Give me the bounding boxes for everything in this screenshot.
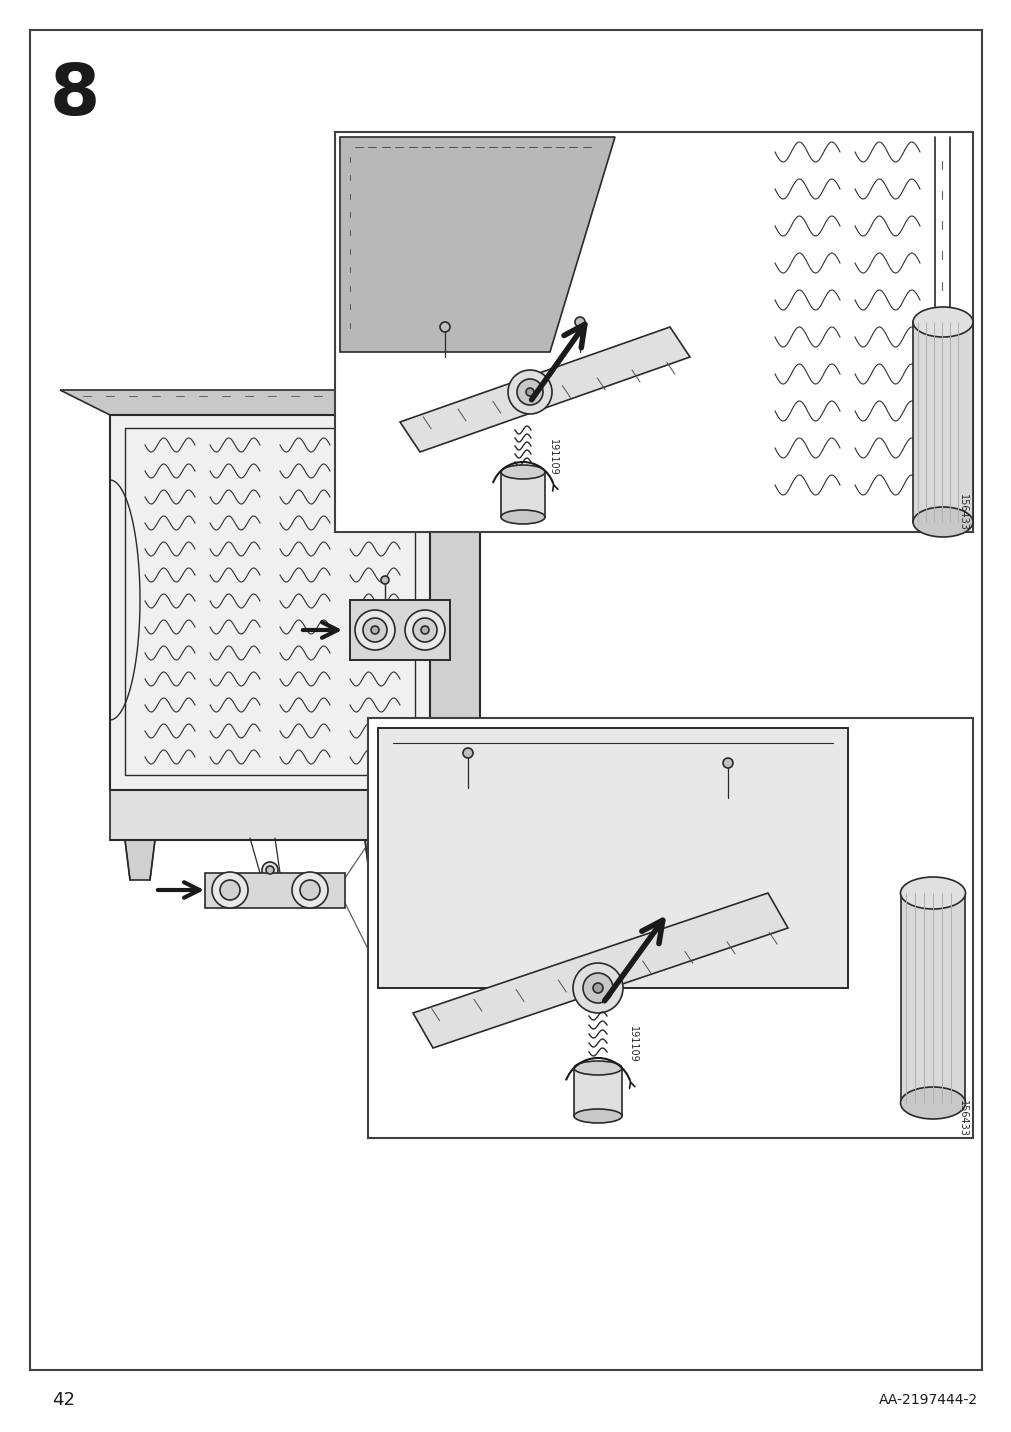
Ellipse shape <box>573 1061 622 1075</box>
Bar <box>335 132 972 533</box>
Circle shape <box>380 576 388 584</box>
Circle shape <box>574 316 584 326</box>
Circle shape <box>572 962 623 1012</box>
Circle shape <box>404 610 445 650</box>
Circle shape <box>440 322 450 332</box>
Text: 156433: 156433 <box>957 1100 968 1137</box>
Circle shape <box>299 881 319 899</box>
Circle shape <box>292 872 328 908</box>
Circle shape <box>592 982 603 992</box>
Ellipse shape <box>500 510 545 524</box>
Ellipse shape <box>500 465 545 478</box>
Polygon shape <box>110 790 430 841</box>
Polygon shape <box>409 765 479 871</box>
Text: 156433: 156433 <box>957 494 968 530</box>
Polygon shape <box>500 473 545 517</box>
Text: 42: 42 <box>52 1390 75 1409</box>
Ellipse shape <box>912 306 972 337</box>
Circle shape <box>463 748 472 758</box>
Circle shape <box>266 866 274 874</box>
Circle shape <box>211 872 248 908</box>
Circle shape <box>722 758 732 768</box>
Text: AA-2197444-2: AA-2197444-2 <box>878 1393 977 1408</box>
Polygon shape <box>900 894 964 1103</box>
Text: 191109: 191109 <box>548 438 557 475</box>
Circle shape <box>219 881 240 899</box>
Polygon shape <box>912 322 972 523</box>
Polygon shape <box>110 415 430 790</box>
Polygon shape <box>378 727 847 988</box>
Polygon shape <box>365 841 394 881</box>
Circle shape <box>371 626 379 634</box>
Circle shape <box>582 972 613 1002</box>
Ellipse shape <box>573 1108 622 1123</box>
Ellipse shape <box>912 507 972 537</box>
Circle shape <box>355 610 394 650</box>
Polygon shape <box>430 765 479 841</box>
Polygon shape <box>430 415 479 790</box>
Circle shape <box>363 619 386 642</box>
Text: 191109: 191109 <box>628 1025 637 1063</box>
Polygon shape <box>340 137 615 352</box>
Circle shape <box>412 619 437 642</box>
Bar <box>368 717 972 1138</box>
Polygon shape <box>350 600 450 660</box>
Polygon shape <box>399 326 690 453</box>
Circle shape <box>508 369 551 414</box>
Polygon shape <box>573 1068 622 1116</box>
Ellipse shape <box>900 876 964 909</box>
Circle shape <box>517 379 543 405</box>
Polygon shape <box>205 874 345 908</box>
Circle shape <box>526 388 534 397</box>
Ellipse shape <box>900 1087 964 1118</box>
Polygon shape <box>412 894 788 1048</box>
Polygon shape <box>60 390 479 415</box>
Circle shape <box>421 626 429 634</box>
Circle shape <box>262 862 278 878</box>
Text: 8: 8 <box>50 60 100 129</box>
Polygon shape <box>125 841 155 881</box>
